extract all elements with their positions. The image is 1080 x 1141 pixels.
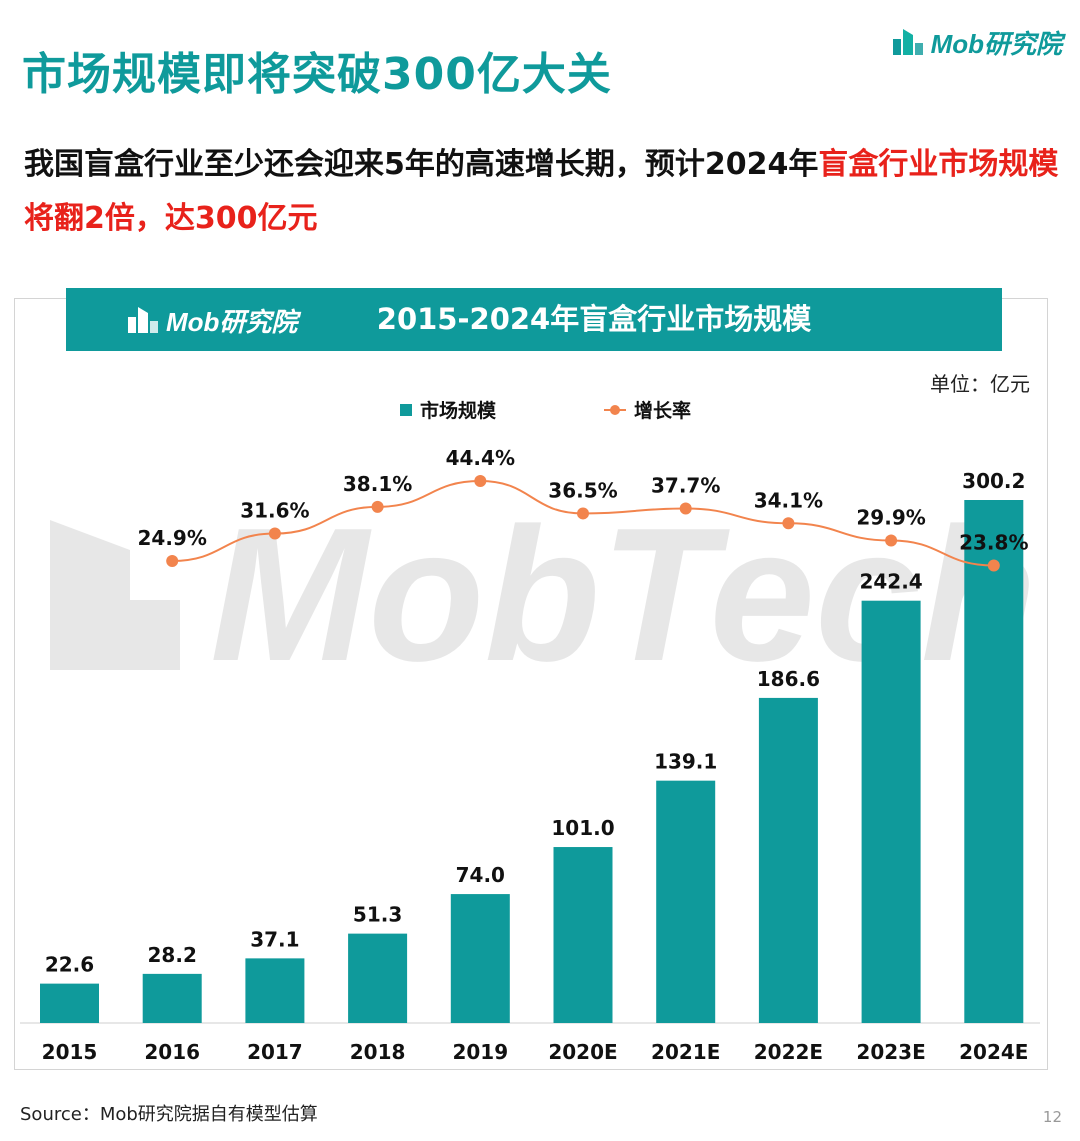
headline-text: 我国盲盒行业至少还会迎来5年的高速增长期，预计2024年: [24, 147, 819, 182]
bar-2018: [348, 933, 408, 1023]
x-tick-label: 2023E: [856, 1040, 925, 1064]
bar-2023E: [861, 600, 921, 1023]
chart-banner: Mob研究院 2015-2024年盲盒行业市场规模: [66, 288, 1002, 351]
growth-point-2022E: [782, 517, 795, 530]
growth-label: 37.7%: [651, 474, 720, 498]
building-logo-icon: [892, 29, 923, 55]
bar-2019: [450, 894, 510, 1023]
bar-value-label: 300.2: [962, 469, 1025, 493]
growth-point-2018: [371, 500, 384, 513]
x-tick-label: 2021E: [651, 1040, 720, 1064]
bar-2016: [142, 973, 202, 1023]
bar-value-label: 74.0: [456, 863, 505, 887]
bar-value-label: 22.6: [45, 953, 94, 977]
headline-highlight: 盲盒行业市场规模将翻2倍，达300亿元: [24, 147, 1059, 236]
growth-label: 36.5%: [548, 478, 617, 502]
growth-label: 34.1%: [754, 488, 823, 512]
x-tick-label: 2022E: [754, 1040, 823, 1064]
growth-point-2020E: [577, 507, 589, 520]
legend-label: 增长率: [634, 400, 692, 422]
chart-legend: 市场规模 增长率: [0, 396, 1080, 422]
x-tick-label: 2017: [247, 1040, 303, 1064]
growth-point-2019: [474, 475, 487, 488]
growth-label: 38.1%: [343, 472, 412, 496]
building-logo-icon: [128, 307, 158, 333]
x-tick-label: 2015: [42, 1040, 98, 1064]
bar-value-label: 139.1: [654, 750, 717, 774]
bar-value-label: 186.6: [757, 667, 820, 691]
bar-value-label: 51.3: [353, 903, 402, 927]
legend-label: 市场规模: [420, 400, 497, 422]
bar-2015: [40, 983, 99, 1023]
unit-label: 单位：亿元: [930, 372, 1030, 396]
legend-line-swatch: [604, 404, 626, 416]
source-note: Source：Mob研究院据自有模型估算: [20, 1104, 318, 1125]
chart-title: 2015-2024年盲盒行业市场规模: [376, 302, 812, 336]
growth-point-2023E: [885, 534, 898, 547]
growth-point-2016: [166, 555, 179, 567]
x-tick-label: 2018: [350, 1040, 406, 1064]
legend-item-market-size: 市场规模: [400, 396, 496, 423]
bar-value-label: 37.1: [250, 927, 299, 951]
growth-label: 24.9%: [138, 526, 207, 550]
bar-value-label: 28.2: [148, 943, 197, 967]
bar-value-label: 101.0: [551, 816, 614, 840]
growth-label: 29.9%: [856, 506, 925, 530]
growth-point-2017: [268, 527, 281, 540]
growth-label: 23.8%: [959, 531, 1028, 555]
brand-name: Mob研究院: [930, 28, 1062, 59]
page-number: 12: [1042, 1108, 1062, 1126]
bar-2024E: [964, 500, 1024, 1023]
x-tick-label: 2016: [144, 1040, 200, 1064]
legend-item-growth-rate: 增长率: [604, 396, 691, 423]
page-title: 市场规模即将突破300亿大关: [22, 49, 612, 100]
legend-bar-swatch: [400, 403, 412, 416]
bar-2022E: [758, 697, 818, 1023]
bar-value-label: 242.4: [859, 570, 922, 594]
banner-logo: Mob研究院: [126, 298, 297, 342]
x-tick-label: 2020E: [548, 1040, 617, 1064]
x-tick-label: 2024E: [959, 1040, 1028, 1064]
bar-2017: [245, 958, 305, 1023]
banner-brand-name: Mob研究院: [166, 306, 298, 337]
x-tick-label: 2019: [452, 1040, 508, 1064]
headline: 我国盲盒行业至少还会迎来5年的高速增长期，预计2024年盲盒行业市场规模将翻2倍…: [24, 138, 1064, 246]
bar-2020E: [553, 847, 613, 1023]
growth-point-2021E: [679, 502, 692, 515]
bar-2021E: [656, 780, 716, 1023]
growth-label: 31.6%: [240, 499, 309, 523]
growth-point-2024E: [987, 559, 1000, 572]
brand-logo: Mob研究院: [891, 20, 1062, 64]
growth-label: 44.4%: [446, 446, 515, 470]
